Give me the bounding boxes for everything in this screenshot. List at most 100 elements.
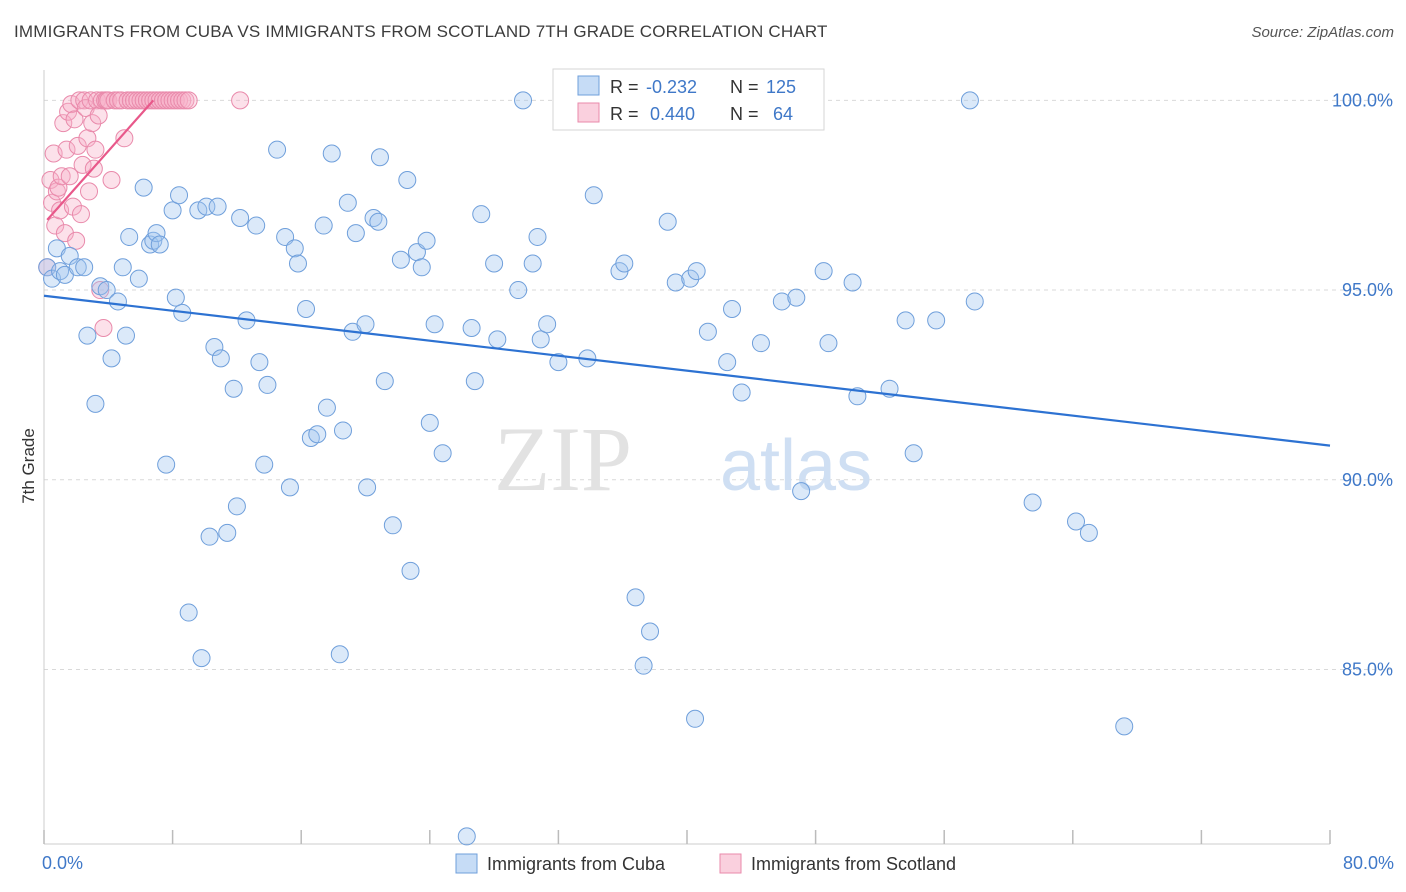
cuba-point [322, 144, 341, 163]
cuba-point [514, 91, 533, 110]
cuba-point [433, 444, 452, 463]
legend-label-scotland: Immigrants from Scotland [751, 854, 956, 874]
cuba-point [375, 372, 394, 391]
scotland-point [73, 155, 92, 174]
cuba-point [192, 649, 211, 668]
cuba-point [723, 300, 742, 319]
stats-legend: R = -0.232 N = 125 R = 0.440 N = 64 [552, 68, 825, 131]
cuba-point [134, 178, 153, 197]
stats-swatch-scotland [577, 102, 600, 123]
stats-n-value-scotland: 64 [773, 104, 793, 124]
scotland-points [38, 91, 250, 337]
cuba-point [317, 398, 336, 417]
cuba-point [509, 281, 528, 300]
cuba-point [412, 258, 431, 277]
cuba-point [330, 645, 349, 664]
trend-lines [43, 99, 1331, 447]
cuba-point [896, 311, 915, 330]
cuba-point [698, 322, 717, 341]
cuba-point [1067, 512, 1086, 531]
scotland-point [65, 110, 84, 129]
cuba-points [38, 91, 1134, 846]
stats-r-label-scotland: R = [610, 104, 639, 124]
cuba-point [751, 334, 770, 353]
y-tick-label: 90.0% [1342, 470, 1393, 490]
cuba-point [200, 527, 219, 546]
cuba-point [538, 315, 557, 334]
cuba-point [116, 326, 135, 345]
scotland-point [71, 205, 90, 224]
cuba-point [113, 258, 132, 277]
cuba-point [485, 254, 504, 273]
cuba-point [1023, 493, 1042, 512]
cuba-point [927, 311, 946, 330]
cuba-point [549, 353, 568, 372]
scotland-point [102, 171, 121, 190]
cuba-point [425, 315, 444, 334]
scotland-point [68, 136, 87, 155]
cuba-point [658, 212, 677, 231]
stats-r-value-scotland: 0.440 [650, 104, 695, 124]
watermark-atlas: atlas [720, 426, 872, 506]
cuba-point [208, 197, 227, 216]
cuba-point [338, 193, 357, 212]
legend-swatch-cuba [455, 853, 478, 874]
cuba-point [718, 353, 737, 372]
cuba-point [333, 421, 352, 440]
cuba-point [224, 379, 243, 398]
scotland-point [57, 140, 76, 159]
cuba-point [280, 478, 299, 497]
stats-r-value-cuba: -0.232 [646, 77, 697, 97]
cuba-point [465, 372, 484, 391]
cuba-point [398, 171, 417, 190]
cuba-point [687, 262, 706, 281]
cuba-point [792, 482, 811, 501]
cuba-point [420, 413, 439, 432]
y-axis-label: 7th Grade [19, 428, 38, 504]
cuba-point [75, 258, 94, 277]
x-tick-label-max: 80.0% [1343, 853, 1394, 873]
stats-n-value-cuba: 125 [766, 77, 796, 97]
stats-n-label-scotland: N = [730, 104, 759, 124]
x-tick-label-min: 0.0% [42, 853, 83, 873]
gridlines [44, 99, 1394, 670]
cuba-point [218, 523, 237, 542]
cuba-point [211, 349, 230, 368]
watermark: ZIP atlas [494, 408, 872, 510]
scotland-point [83, 114, 102, 133]
cuba-point [462, 319, 481, 337]
cuba-point [255, 455, 274, 474]
scotland-point [99, 91, 118, 110]
cuba-point [531, 330, 550, 349]
scotland-point [179, 91, 198, 110]
cuba-point [686, 709, 705, 728]
y-tick-label: 95.0% [1342, 280, 1393, 300]
cuba-point [641, 622, 660, 641]
cuba-point [258, 375, 277, 394]
legend-label-cuba: Immigrants from Cuba [487, 854, 666, 874]
scotland-point [67, 231, 86, 250]
cuba-point [147, 224, 166, 243]
cuba-point [314, 216, 333, 235]
y-tick-labels: 85.0% 90.0% 95.0% 100.0% [1332, 90, 1393, 679]
chart-title: IMMIGRANTS FROM CUBA VS IMMIGRANTS FROM … [14, 22, 828, 41]
cuba-point [86, 394, 105, 413]
scotland-point [60, 167, 79, 186]
cuba-point [308, 425, 327, 444]
cuba-point [960, 91, 979, 110]
cuba-point [772, 292, 791, 311]
cuba-point [965, 292, 984, 311]
cuba-point [528, 227, 547, 246]
cuba-point [68, 258, 87, 277]
cuba-point [227, 497, 246, 516]
cuba-point [108, 292, 127, 311]
scotland-point [75, 91, 94, 110]
scotland-point [89, 106, 108, 125]
axes [43, 70, 1331, 845]
cuba-point [681, 269, 700, 288]
cuba-point [179, 603, 198, 622]
cuba-point [97, 281, 116, 300]
cuba-point [288, 254, 307, 273]
cuba-point [163, 201, 182, 220]
